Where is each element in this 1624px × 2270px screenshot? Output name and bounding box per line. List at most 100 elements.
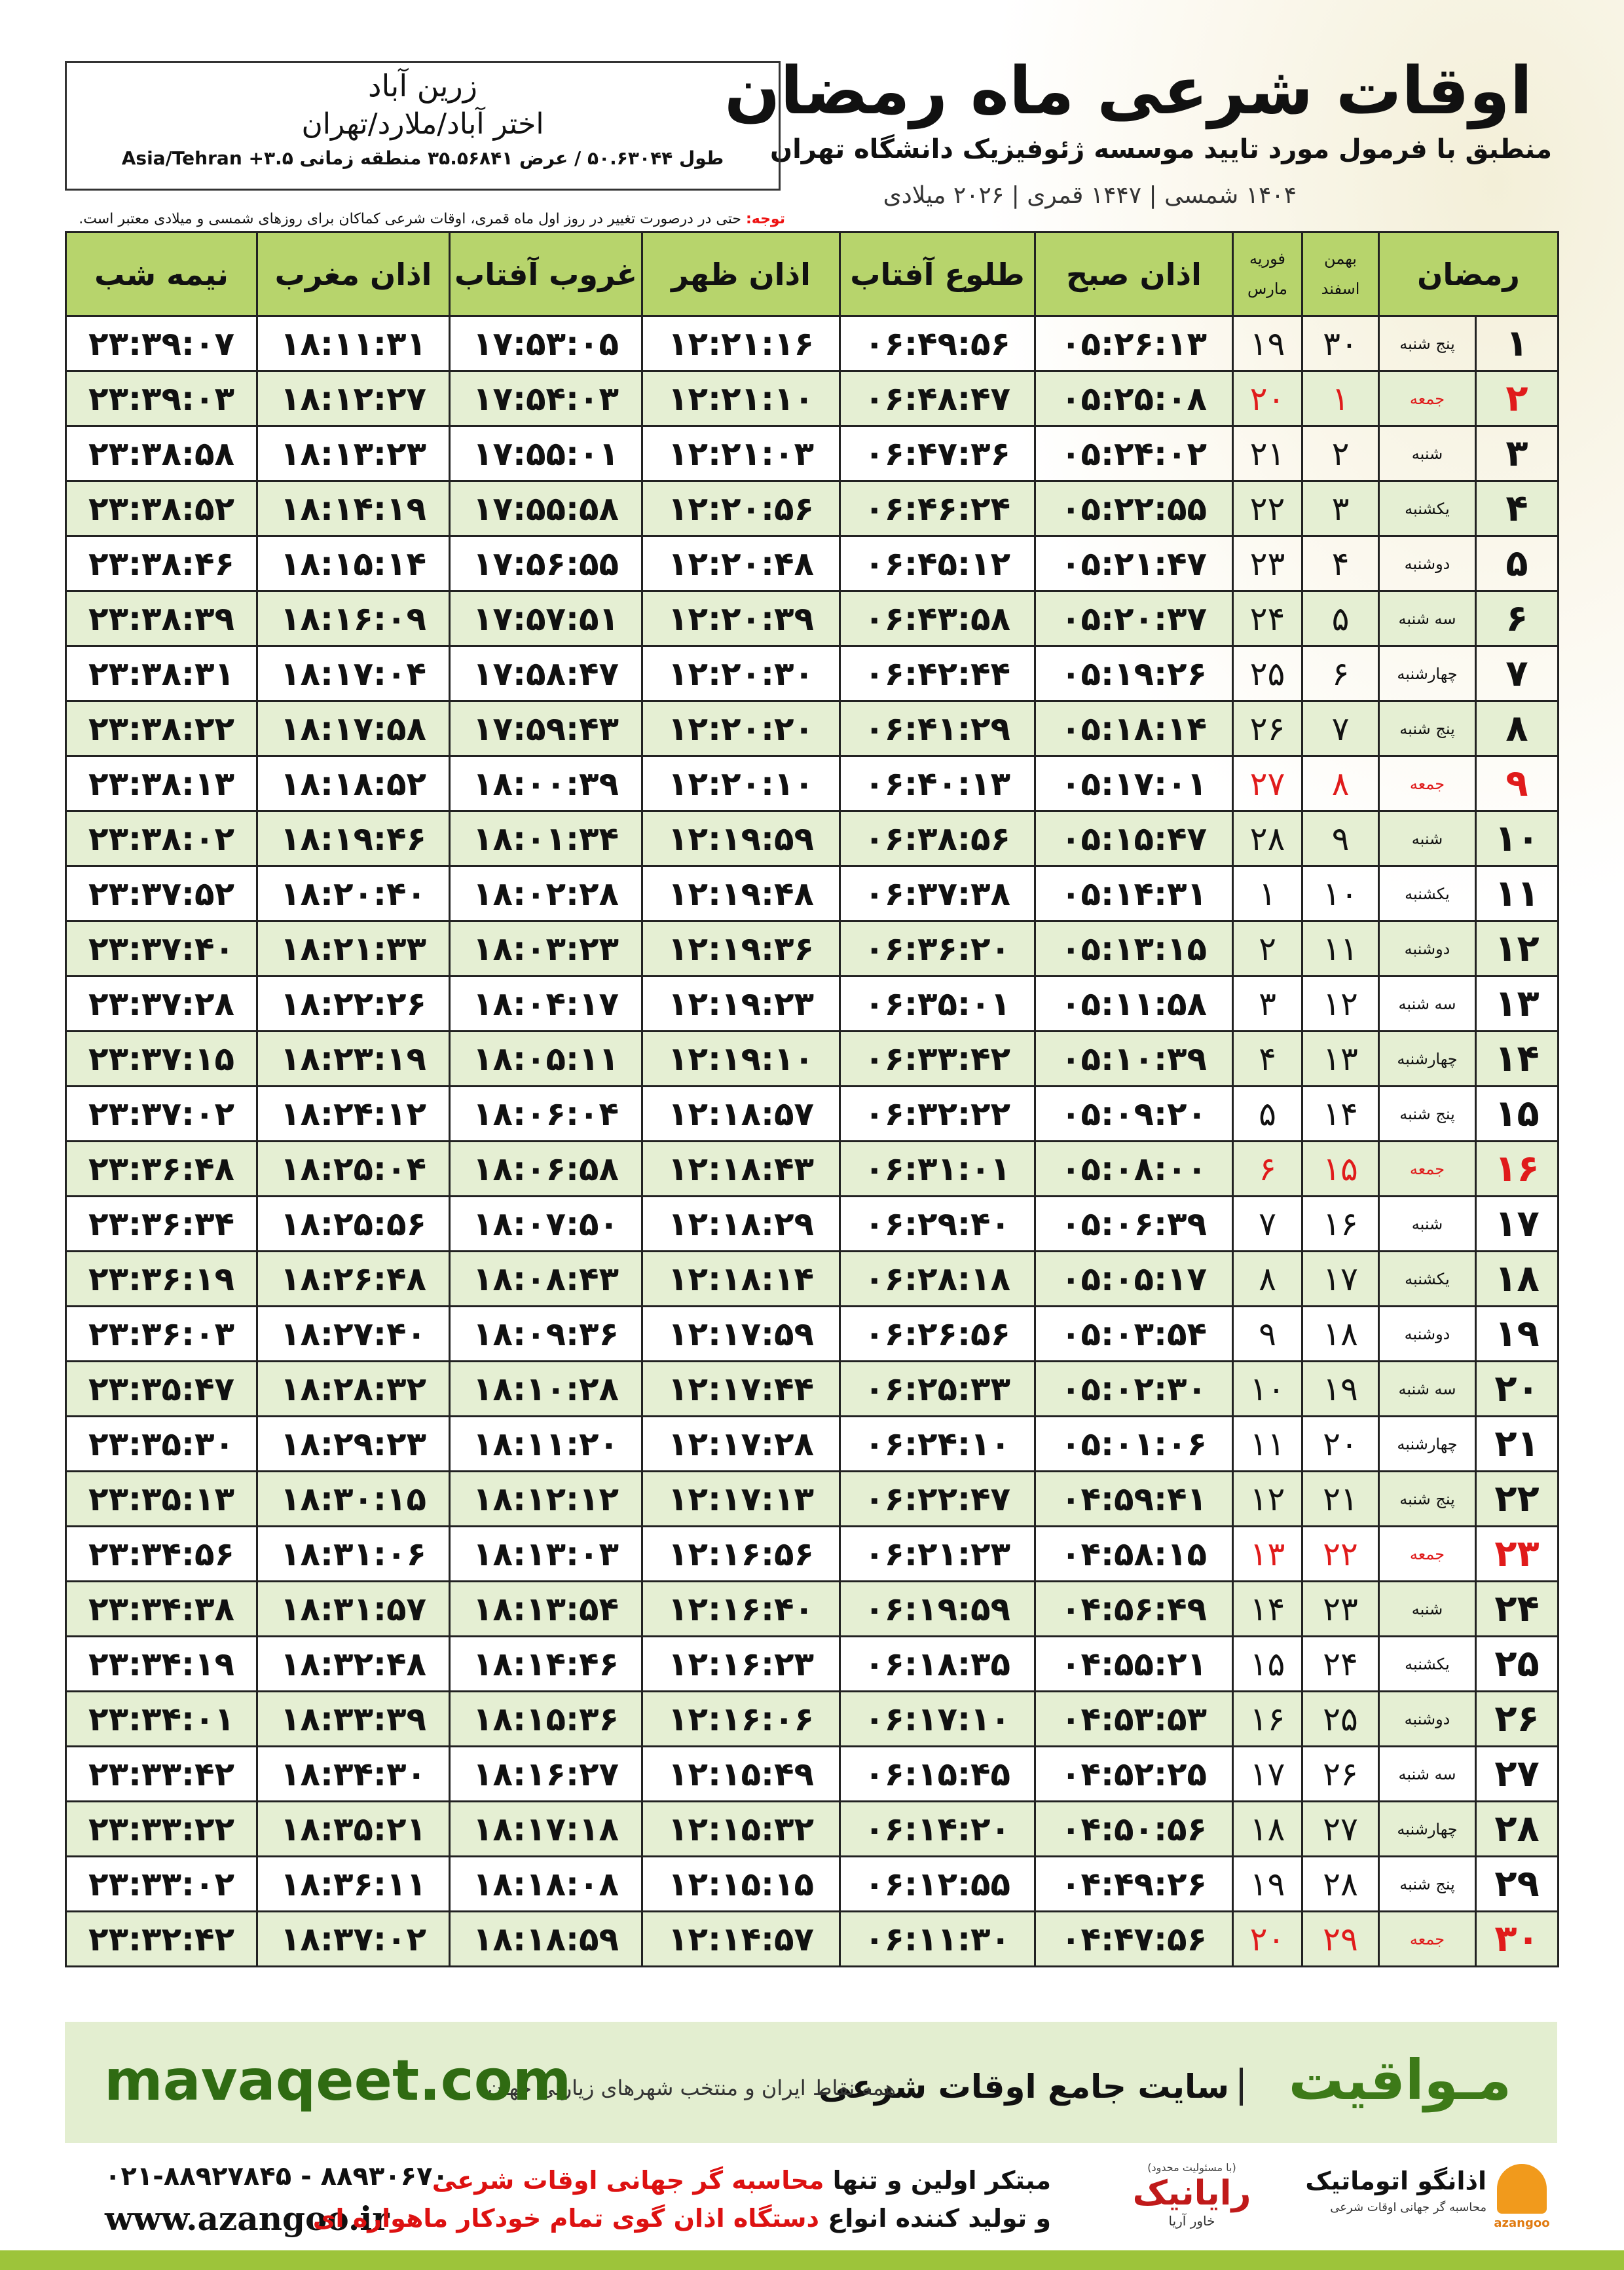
sunrise: ۰۶:۲۸:۱۸	[839, 1250, 1036, 1307]
sunset: ۱۸:۱۸:۰۸	[449, 1855, 643, 1912]
table-row: ۸ پنج شنبه ۷ ۲۶ ۰۵:۱۸:۱۴ ۰۶:۴۱:۲۹ ۱۲:۲۰:۲۰ ۱۷:۵…	[65, 700, 1560, 757]
table-row: ۲۲ پنج شنبه ۲۱ ۱۲ ۰۴:۵۹:۴۱ ۰۶:۲۲:۴۷ ۱۲:۱۷:۱۳ ۱۸…	[65, 1470, 1560, 1527]
ramadan-day: ۲۵	[1475, 1635, 1560, 1692]
weekday: دوشنبه	[1377, 920, 1477, 977]
sunset: ۱۸:۱۰:۲۸	[449, 1360, 643, 1417]
shamsi-day: ۱۶	[1301, 1195, 1380, 1252]
dhuhr: ۱۲:۱۹:۲۳	[641, 975, 841, 1032]
dhuhr: ۱۲:۱۷:۲۸	[641, 1415, 841, 1472]
miladi-day: ۸	[1232, 1250, 1303, 1307]
shamsi-day: ۶	[1301, 645, 1380, 702]
maghrib: ۱۸:۲۹:۲۳	[256, 1415, 451, 1472]
column-header: اذان ظهر	[641, 231, 841, 317]
sunset: ۱۸:۰۴:۱۷	[449, 975, 643, 1032]
sunset: ۱۸:۰۰:۳۹	[449, 755, 643, 812]
fajr: ۰۴:۵۰:۵۶	[1034, 1800, 1234, 1857]
dhuhr: ۱۲:۲۰:۱۰	[641, 755, 841, 812]
dhuhr: ۱۲:۱۴:۵۷	[641, 1910, 841, 1967]
maghrib: ۱۸:۳۶:۱۱	[256, 1855, 451, 1912]
midnight: ۲۳:۳۵:۱۳	[65, 1470, 258, 1527]
fajr: ۰۵:۲۱:۴۷	[1034, 535, 1234, 592]
ramadan-day: ۲۱	[1475, 1415, 1560, 1472]
logo-sub: محاسبه گر جهانی اوقات شرعی	[1330, 2201, 1486, 2214]
footer-highlight: محاسبه گر جهانی اوقات شرعی	[432, 2166, 824, 2195]
shamsi-day: ۱۳	[1301, 1030, 1380, 1087]
ramadan-day: ۲۷	[1475, 1745, 1560, 1802]
midnight: ۲۳:۳۹:۰۷	[65, 315, 258, 372]
maghrib: ۱۸:۲۵:۰۴	[256, 1140, 451, 1197]
sunset: ۱۸:۱۵:۳۶	[449, 1690, 643, 1747]
sunrise: ۰۶:۲۹:۴۰	[839, 1195, 1036, 1252]
weekday: جمعه	[1377, 1910, 1477, 1967]
dhuhr: ۱۲:۱۸:۲۹	[641, 1195, 841, 1252]
fajr: ۰۵:۱۴:۳۱	[1034, 865, 1234, 922]
midnight: ۲۳:۳۳:۰۲	[65, 1855, 258, 1912]
dhuhr: ۱۲:۲۱:۱۰	[641, 370, 841, 427]
maghrib: ۱۸:۱۳:۲۳	[256, 425, 451, 482]
dhuhr: ۱۲:۲۱:۰۳	[641, 425, 841, 482]
dhuhr: ۱۲:۱۶:۵۶	[641, 1525, 841, 1582]
sunset: ۱۷:۵۷:۵۱	[449, 590, 643, 647]
fajr: ۰۵:۱۰:۳۹	[1034, 1030, 1234, 1087]
midnight: ۲۳:۳۴:۱۹	[65, 1635, 258, 1692]
table-row: ۱۲ دوشنبه ۱۱ ۲ ۰۵:۱۳:۱۵ ۰۶:۳۶:۲۰ ۱۲:۱۹:۳۶ ۱۸:۰۳…	[65, 920, 1560, 977]
dhuhr: ۱۲:۲۰:۳۹	[641, 590, 841, 647]
midnight: ۲۳:۳۹:۰۳	[65, 370, 258, 427]
weekday: چهارشنبه	[1377, 645, 1477, 702]
shamsi-day: ۲۶	[1301, 1745, 1380, 1802]
sunrise: ۰۶:۱۱:۳۰	[839, 1910, 1036, 1967]
sunset: ۱۸:۱۱:۲۰	[449, 1415, 643, 1472]
midnight: ۲۳:۳۶:۰۳	[65, 1305, 258, 1362]
fajr: ۰۴:۵۹:۴۱	[1034, 1470, 1234, 1527]
fajr: ۰۵:۰۱:۰۶	[1034, 1415, 1234, 1472]
maghrib: ۱۸:۳۵:۲۱	[256, 1800, 451, 1857]
banner: مـواقیت سایت جامع اوقات شرعی همه نقاط ای…	[65, 2022, 1557, 2143]
banner-tagline: سایت جامع اوقات شرعی	[819, 2068, 1243, 2106]
fajr: ۰۵:۰۶:۳۹	[1034, 1195, 1234, 1252]
weekday: سه شنبه	[1377, 1360, 1477, 1417]
maghrib: ۱۸:۱۴:۱۹	[256, 480, 451, 537]
sunrise: ۰۶:۴۵:۱۲	[839, 535, 1036, 592]
table-row: ۲۵ یکشنبه ۲۴ ۱۵ ۰۴:۵۵:۲۱ ۰۶:۱۸:۳۵ ۱۲:۱۶:۲۳ ۱۸:۱…	[65, 1635, 1560, 1692]
sunrise: ۰۶:۲۶:۵۶	[839, 1305, 1036, 1362]
weekday: جمعه	[1377, 370, 1477, 427]
table-row: ۱۵ پنج شنبه ۱۴ ۵ ۰۵:۰۹:۲۰ ۰۶:۳۲:۲۲ ۱۲:۱۸:۵۷ ۱۸:…	[65, 1085, 1560, 1142]
maghrib: ۱۸:۱۱:۳۱	[256, 315, 451, 372]
midnight: ۲۳:۳۵:۳۰	[65, 1415, 258, 1472]
shamsi-day: ۱۵	[1301, 1140, 1380, 1197]
ramadan-day: ۷	[1475, 645, 1560, 702]
shamsi-day: ۲۸	[1301, 1855, 1380, 1912]
dhuhr: ۱۲:۱۵:۳۲	[641, 1800, 841, 1857]
sunset: ۱۷:۵۴:۰۳	[449, 370, 643, 427]
banner-url: mavaqeet.com	[104, 2048, 572, 2113]
midnight: ۲۳:۳۷:۱۵	[65, 1030, 258, 1087]
fajr: ۰۴:۵۵:۲۱	[1034, 1635, 1234, 1692]
sunrise: ۰۶:۲۵:۳۳	[839, 1360, 1036, 1417]
sunset: ۱۷:۵۸:۴۷	[449, 645, 643, 702]
midnight: ۲۳:۳۳:۴۲	[65, 1745, 258, 1802]
table-row: ۲۱ چهارشنبه ۲۰ ۱۱ ۰۵:۰۱:۰۶ ۰۶:۲۴:۱۰ ۱۲:۱۷:۲۸ ۱۸…	[65, 1415, 1560, 1472]
weekday: دوشنبه	[1377, 1690, 1477, 1747]
sunrise: ۰۶:۲۴:۱۰	[839, 1415, 1036, 1472]
table-row: ۲ جمعه ۱ ۲۰ ۰۵:۲۵:۰۸ ۰۶:۴۸:۴۷ ۱۲:۲۱:۱۰ ۱۷:۵۴:۰۳…	[65, 370, 1560, 427]
miladi-day: ۶	[1232, 1140, 1303, 1197]
sunrise: ۰۶:۲۲:۴۷	[839, 1470, 1036, 1527]
weekday: سه شنبه	[1377, 975, 1477, 1032]
miladi-day: ۹	[1232, 1305, 1303, 1362]
maghrib: ۱۸:۲۸:۳۲	[256, 1360, 451, 1417]
footer-text: مبتکر اولین و تنها محاسبه گر جهانی اوقات…	[313, 2161, 1051, 2237]
weekday: شنبه	[1377, 425, 1477, 482]
miladi-day: ۱۳	[1232, 1525, 1303, 1582]
maghrib: ۱۸:۱۷:۵۸	[256, 700, 451, 757]
ramadan-day: ۹	[1475, 755, 1560, 812]
midnight: ۲۳:۳۸:۱۳	[65, 755, 258, 812]
midnight: ۲۳:۳۷:۴۰	[65, 920, 258, 977]
table-row: ۲۶ دوشنبه ۲۵ ۱۶ ۰۴:۵۳:۵۳ ۰۶:۱۷:۱۰ ۱۲:۱۶:۰۶ ۱۸:۱…	[65, 1690, 1560, 1747]
maghrib: ۱۸:۲۱:۳۳	[256, 920, 451, 977]
dhuhr: ۱۲:۲۰:۴۸	[641, 535, 841, 592]
sunset: ۱۷:۵۳:۰۵	[449, 315, 643, 372]
dhuhr: ۱۲:۲۰:۳۰	[641, 645, 841, 702]
miladi-day: ۱۸	[1232, 1800, 1303, 1857]
sunset: ۱۸:۱۷:۱۸	[449, 1800, 643, 1857]
